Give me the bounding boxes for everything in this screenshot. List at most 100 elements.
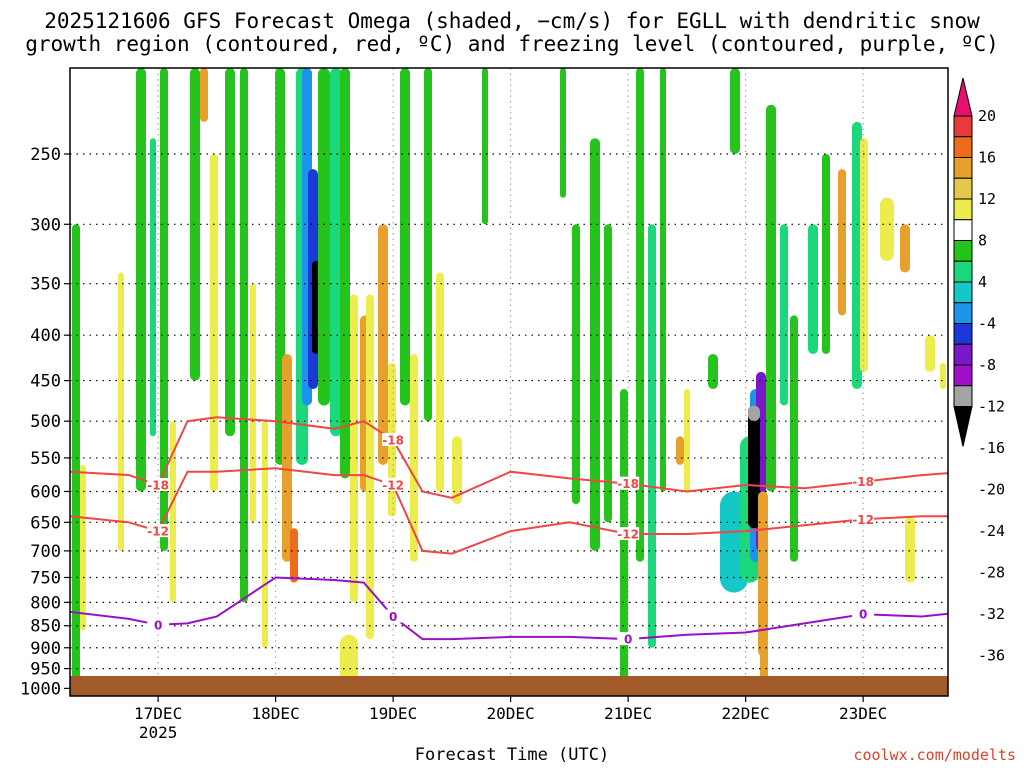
ground-surface	[70, 676, 948, 696]
omega-cell	[150, 138, 156, 437]
contour-layer: -18 -18 -18 -18 -12 -12 -12 -12 0 0 0 0	[70, 416, 948, 647]
colorbar-box	[953, 281, 973, 304]
contour-label-text: -12	[617, 528, 639, 542]
omega-shading	[72, 68, 946, 689]
contour-label: 0	[147, 617, 170, 632]
omega-cell	[660, 68, 666, 492]
y-tick-label: 650	[30, 513, 61, 533]
y-tick-label: 300	[30, 215, 61, 235]
omega-cell	[262, 421, 268, 648]
omega-cell	[72, 224, 80, 681]
omega-cell	[210, 154, 218, 492]
omega-cell	[378, 224, 388, 465]
omega-cell	[808, 224, 818, 354]
colorbar-box	[953, 198, 973, 221]
y-tick-label: 900	[30, 639, 61, 659]
colorbar-label: -20	[978, 481, 1005, 499]
omega-cell	[410, 353, 418, 562]
contour-label-text: -18	[382, 433, 404, 447]
contour-label-text: 0	[624, 633, 632, 647]
contour-label: -12	[382, 477, 405, 492]
contour-label: -18	[382, 432, 405, 447]
omega-cell	[80, 464, 86, 631]
omega-cell	[860, 138, 868, 372]
x-year-label: 2025	[139, 723, 178, 742]
omega-cell	[452, 436, 462, 505]
contour-label-bg	[147, 477, 170, 491]
y-tick-label: 250	[30, 145, 61, 165]
colorbar-label: 16	[978, 149, 996, 167]
omega-cell	[240, 68, 248, 603]
colorbar-label: -32	[978, 605, 1005, 623]
omega-cell	[780, 224, 788, 406]
colorbar-label: 8	[978, 232, 987, 250]
colorbar-label: -16	[978, 439, 1005, 457]
colorbar-box	[953, 385, 973, 407]
contour-label: -18	[852, 474, 875, 489]
colorbar-label: 12	[978, 190, 996, 208]
contour-label-bg	[852, 607, 875, 621]
omega-cell	[590, 138, 600, 551]
contour-label: -12	[852, 512, 875, 527]
contour-label-bg	[617, 527, 640, 541]
x-tick-label: 22DEC	[722, 704, 770, 723]
contour-label-bg	[852, 474, 875, 488]
colorbar-label: -36	[978, 647, 1005, 665]
colorbar-box	[953, 115, 973, 138]
omega-cell	[170, 421, 176, 603]
contour-line	[70, 467, 948, 555]
contour-label-text: -18	[852, 475, 874, 489]
colorbar-label: -8	[978, 356, 996, 374]
x-tick-label: 20DEC	[487, 704, 535, 723]
colorbar-box	[953, 343, 973, 366]
omega-cell	[708, 353, 718, 390]
contour-label-bg	[382, 477, 405, 491]
omega-cell	[748, 405, 760, 529]
omega-cell	[636, 68, 644, 562]
omega-cell	[560, 68, 566, 198]
colorbar-box	[953, 219, 973, 241]
colorbar-arrow-top	[953, 77, 973, 117]
y-tick-label: 800	[30, 593, 61, 613]
omega-cell	[748, 405, 760, 422]
contour-label-bg	[382, 432, 405, 446]
omega-cell	[400, 68, 410, 406]
omega-cell	[366, 294, 374, 640]
omega-cell	[160, 68, 168, 551]
credit-link[interactable]: coolwx.com/modelts	[853, 746, 1016, 764]
grid-lines	[70, 68, 948, 696]
omega-cell	[822, 154, 830, 354]
omega-cell	[648, 224, 656, 648]
colorbar-label: -4	[978, 315, 996, 333]
omega-cell	[790, 315, 798, 562]
contour-line	[70, 576, 948, 641]
colorbar-label: -12	[978, 398, 1005, 416]
omega-cell	[200, 68, 208, 122]
x-tick-label: 23DEC	[839, 704, 887, 723]
y-tick-label: 750	[30, 568, 61, 588]
omega-cell	[925, 335, 935, 372]
omega-cell	[250, 283, 256, 523]
colorbar-box	[953, 260, 973, 283]
omega-cell	[900, 224, 910, 273]
y-tick-label: 350	[30, 275, 61, 295]
colorbar-label: -24	[978, 522, 1005, 540]
omega-cell	[684, 389, 690, 492]
omega-cell	[136, 68, 146, 492]
x-tick-label: 19DEC	[369, 704, 417, 723]
chart-subtitle: growth region (contoured, red, ºC) and f…	[25, 32, 999, 56]
omega-cell	[940, 363, 946, 390]
contour-label: 0	[852, 607, 875, 622]
omega-cell	[604, 224, 612, 523]
omega-cell	[330, 68, 342, 437]
x-axis-title: Forecast Time (UTC)	[414, 745, 610, 765]
contour-label: 0	[617, 632, 640, 647]
y-tick-label: 500	[30, 412, 61, 432]
colorbar-arrow-bottom	[953, 406, 973, 447]
chart-title: 2025121606 GFS Forecast Omega (shaded, −…	[44, 9, 980, 33]
contour-label-text: -18	[617, 477, 639, 491]
y-axis: 2503003504004505005506006507007508008509…	[20, 145, 70, 699]
colorbar-box	[953, 136, 973, 158]
colorbar-box	[953, 177, 973, 200]
